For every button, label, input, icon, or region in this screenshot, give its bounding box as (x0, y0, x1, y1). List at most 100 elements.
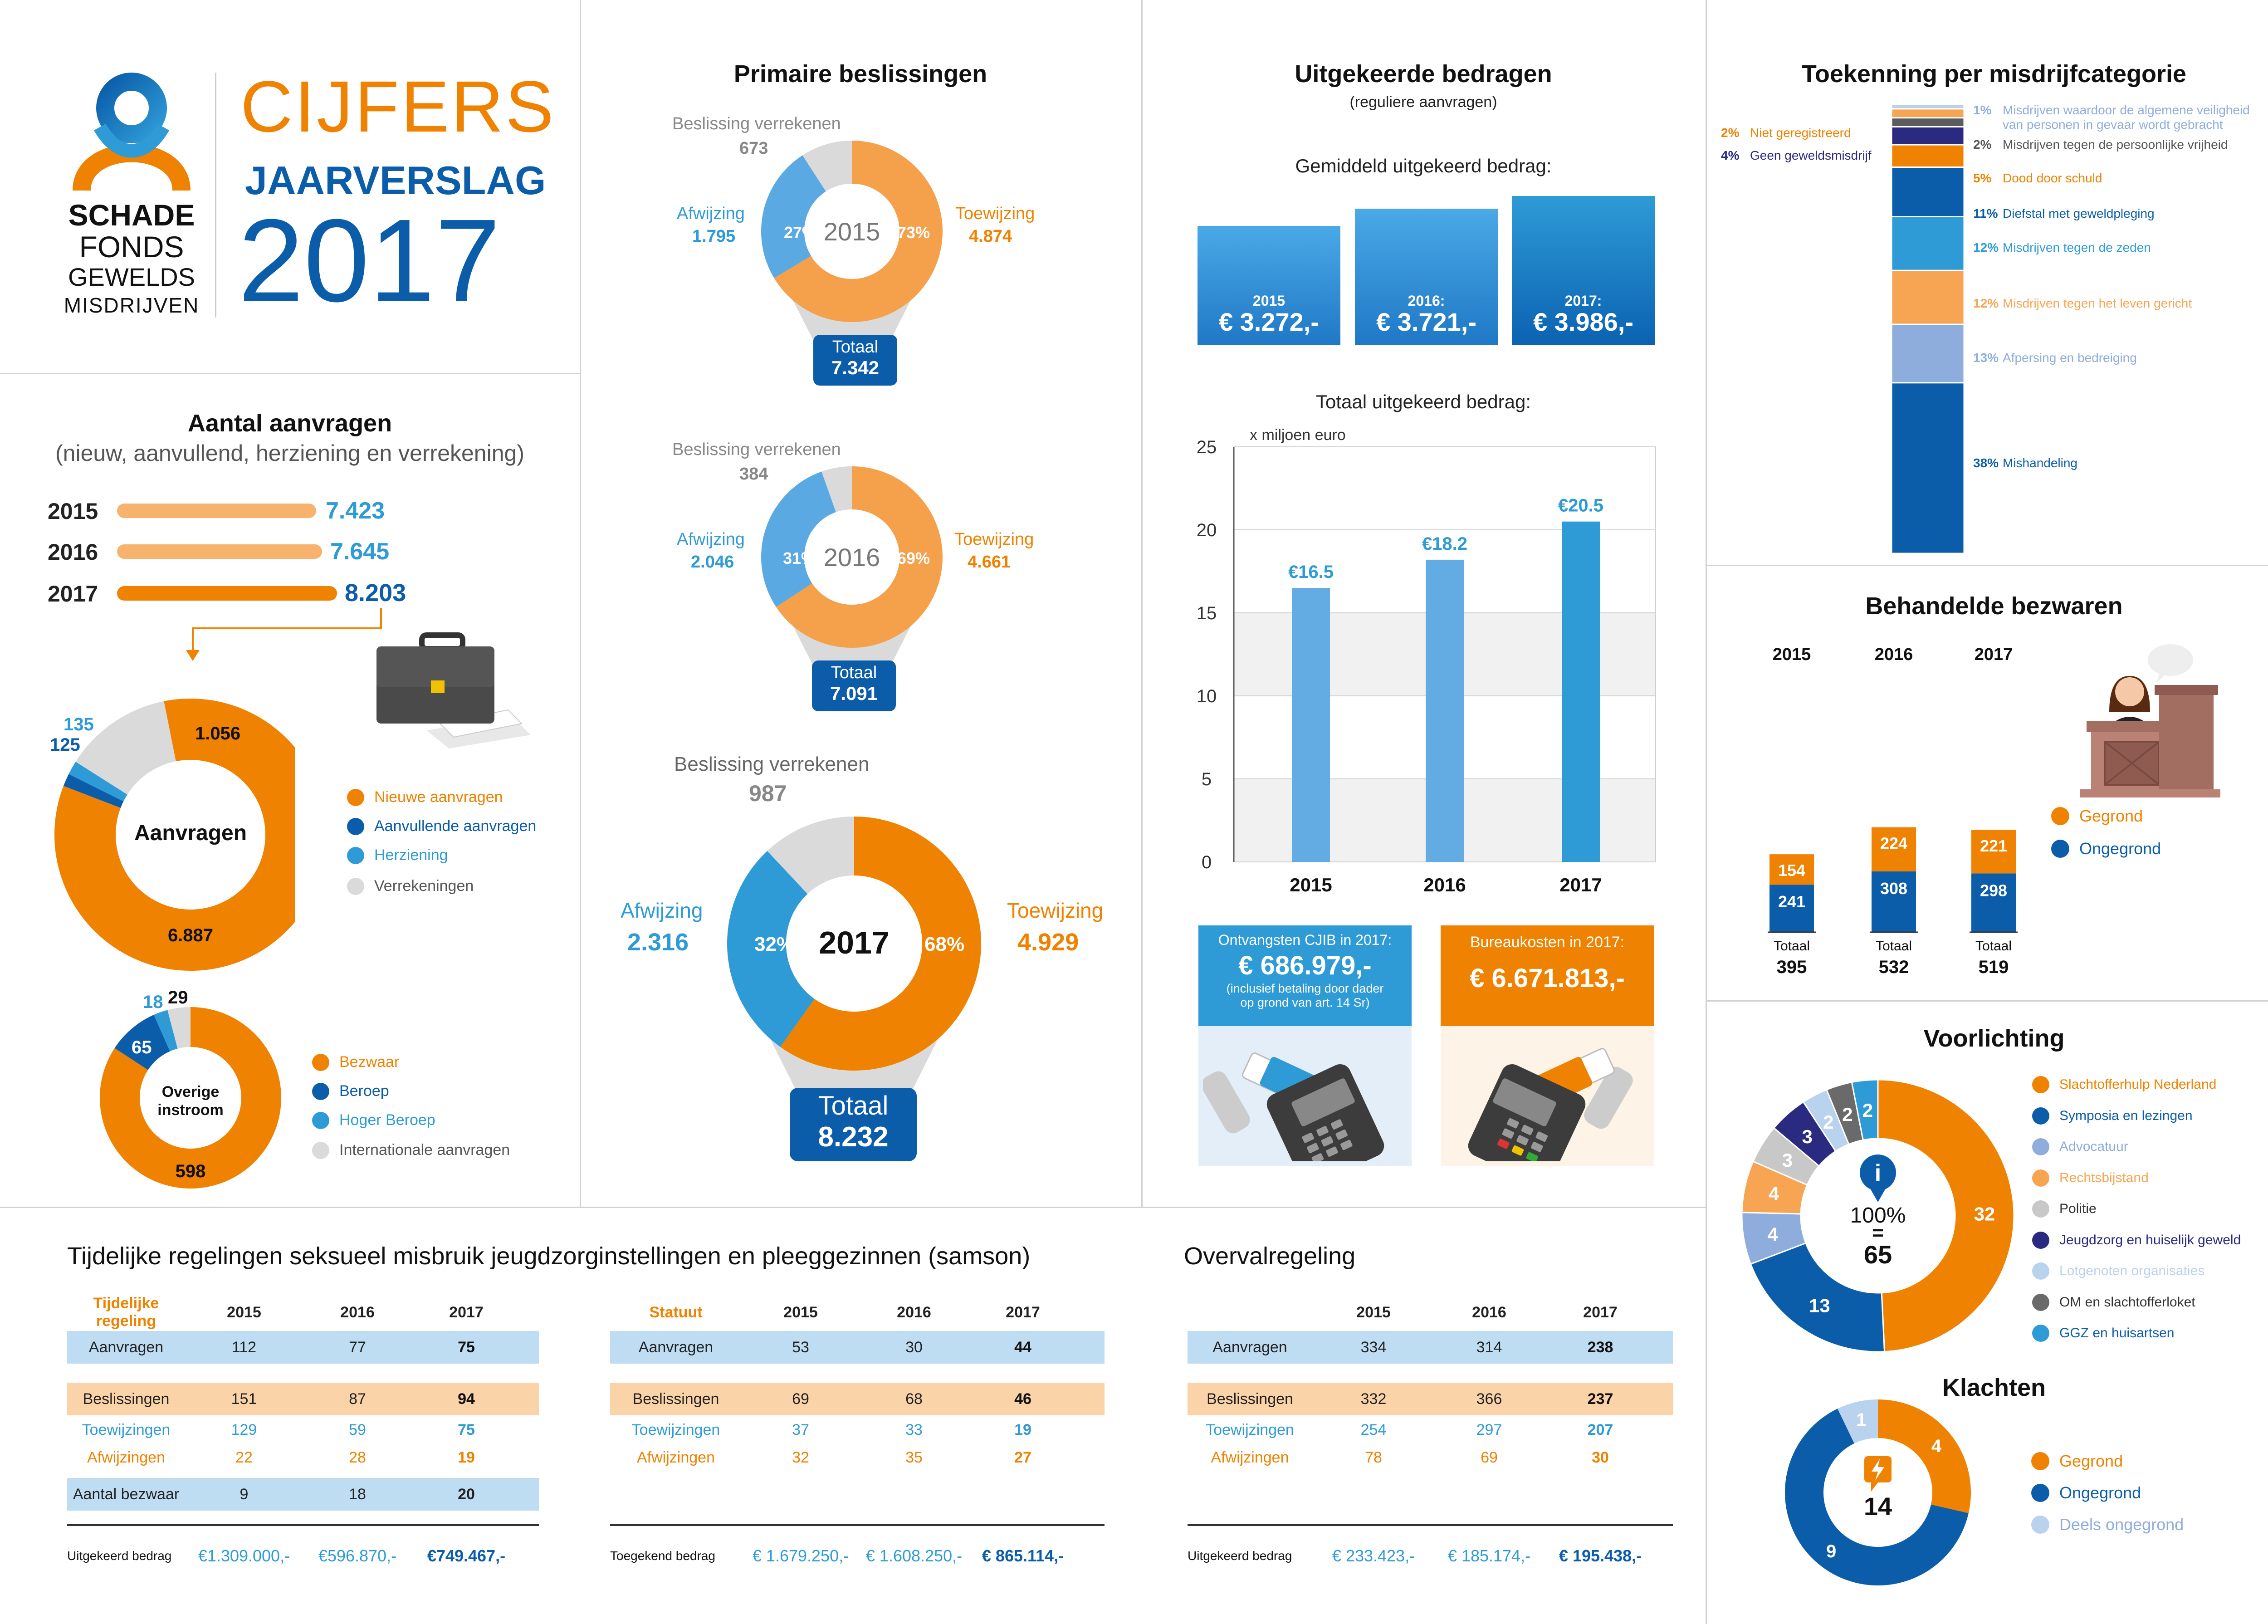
cjib-title: Ontvangsten CJIB in 2017: (1218, 932, 1392, 948)
stacked-segment (1891, 382, 1965, 554)
title-cijfers: CIJFERS (240, 66, 556, 147)
footer-cell: € 195.438,- (1559, 1546, 1642, 1565)
category-label: Mishandeling (2003, 456, 2077, 470)
bezwaren-stacked-bar: 2015 241 154 Totaal 395 2016 308 224 Totaal 532 20… (1768, 645, 2018, 977)
data-label: €20.5 (1558, 496, 1603, 516)
klachten-slice (1838, 1399, 1878, 1443)
legend-item: GGZ en huisartsen (2032, 1325, 2174, 1342)
judge-icon (2080, 644, 2220, 797)
footer-cell: €1.309.000,- (198, 1546, 290, 1565)
avg-value: € 3.272,- (1218, 308, 1320, 336)
table-cell: 46 (1014, 1390, 1031, 1408)
legend-label: Symposia en lezingen (2059, 1108, 2193, 1123)
legend-dot (2032, 1107, 2049, 1125)
footer-cell: € 1.679.250,- (752, 1546, 849, 1565)
aanvragen-slice (63, 774, 124, 808)
x-tick-label: 2015 (1290, 874, 1332, 895)
primaire-slice (761, 471, 836, 607)
table-cell: 44 (1014, 1338, 1031, 1356)
verrekenen-value: 987 (749, 781, 787, 806)
table-cell: 297 (1476, 1421, 1502, 1438)
table-row: Aanvragen 112 77 75 (67, 1331, 539, 1364)
primaire-2016: Beslissing verrekenen 384 Afwijzing 2.04… (580, 326, 1141, 725)
table-cell: 33 (905, 1421, 923, 1438)
verrekenen-label: Beslissing verrekenen (672, 440, 841, 459)
legend-item: Slachtofferhulp Nederland (2032, 1076, 2216, 1093)
category-pct: 1% (1973, 103, 1992, 117)
toekenning-title: Toekenning per misdrijfcategorie (1801, 60, 2187, 88)
payment-terminal-icon (1468, 1048, 1633, 1161)
avg-title: Gemiddeld uitgekeerd bedrag: (1295, 155, 1552, 176)
pct-label: 69% (897, 549, 930, 567)
primaire-slice (780, 817, 981, 1071)
legend-label: Gegrond (2059, 1452, 2123, 1470)
table-cell: Afwijzingen (1211, 1448, 1289, 1466)
cjib-value: € 686.979,- (1238, 951, 1372, 980)
center-value: 14 (1864, 1492, 1892, 1521)
header-cell: 2017 (1006, 1303, 1040, 1321)
category-label: Misdrijven waardoor de algemene veilighe… (2003, 103, 2250, 117)
table-cell: 18 (349, 1485, 366, 1503)
legend-dot (312, 1111, 329, 1129)
slice-label: 18 (143, 992, 163, 1012)
stacked-segment (1891, 108, 1965, 119)
legend-item: Lotgenoten organisaties (2032, 1262, 2204, 1280)
legend-item: Ongegrond (2031, 1483, 2141, 1502)
table-cell: Beslissingen (83, 1390, 170, 1408)
slice-label: 65 (132, 1037, 152, 1057)
slice-label: 29 (168, 988, 188, 1008)
y-tick-label: 20 (1197, 520, 1217, 540)
data-label: €18.2 (1422, 534, 1467, 554)
logo-icon (73, 73, 191, 191)
logo-line4: MISDRIJVEN (64, 293, 200, 317)
table-cell: 59 (349, 1421, 366, 1438)
title-jaarverslag: JAARVERSLAG (245, 158, 546, 203)
table-footer: Toegekend bedrag € 1.679.250,- € 1.608.250… (610, 1542, 1077, 1570)
legend-label: Aanvullende aanvragen (374, 817, 537, 835)
table-cell: 32 (792, 1448, 809, 1466)
legend-dot (2032, 1076, 2049, 1093)
totaal-label: Totaal (831, 663, 877, 682)
primaire-slice (821, 466, 852, 513)
table-cell: 53 (792, 1338, 809, 1356)
footer-cell: € 185.174,- (1447, 1546, 1531, 1565)
legend-label: Slachtofferhulp Nederland (2059, 1077, 2217, 1092)
table-cell: Afwijzingen (87, 1448, 165, 1466)
toewijzing-value: 4.929 (1017, 929, 1079, 956)
value-label: 298 (1980, 881, 2007, 900)
x-tick-label: 2016 (1423, 874, 1466, 895)
uitgekeerd-title: Uitgekeerde bedragen (1295, 60, 1552, 88)
table-cell: 69 (792, 1390, 809, 1408)
category-pct: 11% (1973, 206, 1998, 220)
totaal-value: 7.091 (830, 683, 878, 704)
legend-dot (2032, 1325, 2049, 1342)
table-row: Toewijzingen 37 33 19 (610, 1415, 1105, 1444)
table-cell: 9 (240, 1485, 249, 1503)
divider (1706, 565, 2268, 566)
aanvragen-slice (54, 699, 295, 971)
verrekenen-value: 673 (739, 139, 768, 158)
aanvragen-slice (75, 701, 176, 795)
stacked-segment (1891, 117, 1965, 127)
legend-dot (347, 817, 364, 835)
legend-label: Jeugdzorg en huiselijk geweld (2059, 1232, 2241, 1247)
legend-label: Hoger Beroep (339, 1111, 435, 1129)
table-cell: 37 (792, 1421, 809, 1438)
category-label: van personen in gevaar wordt gebracht (2003, 117, 2223, 132)
legend-dot (2032, 1138, 2049, 1155)
legend-dot (347, 877, 364, 895)
logo-line1: SCHADE (68, 198, 195, 232)
category-pct: 5% (1973, 171, 1992, 185)
klachten-donut: 14 4 9 1 (1785, 1399, 1971, 1585)
table-cell: 112 (231, 1338, 257, 1356)
table-cell: 27 (1014, 1448, 1031, 1466)
y-tick-label: 5 (1202, 769, 1212, 789)
table-cell: 366 (1476, 1390, 1502, 1408)
bar-value: 7.645 (330, 538, 390, 565)
toewijzing-value: 4.661 (968, 553, 1011, 572)
value-label: 224 (1880, 834, 1907, 853)
legend-item: Politie (2032, 1200, 2097, 1218)
year-label: 2016 (1875, 645, 1913, 664)
year-label: 2017 (1975, 645, 2013, 664)
slice-label: 6.887 (168, 925, 213, 945)
